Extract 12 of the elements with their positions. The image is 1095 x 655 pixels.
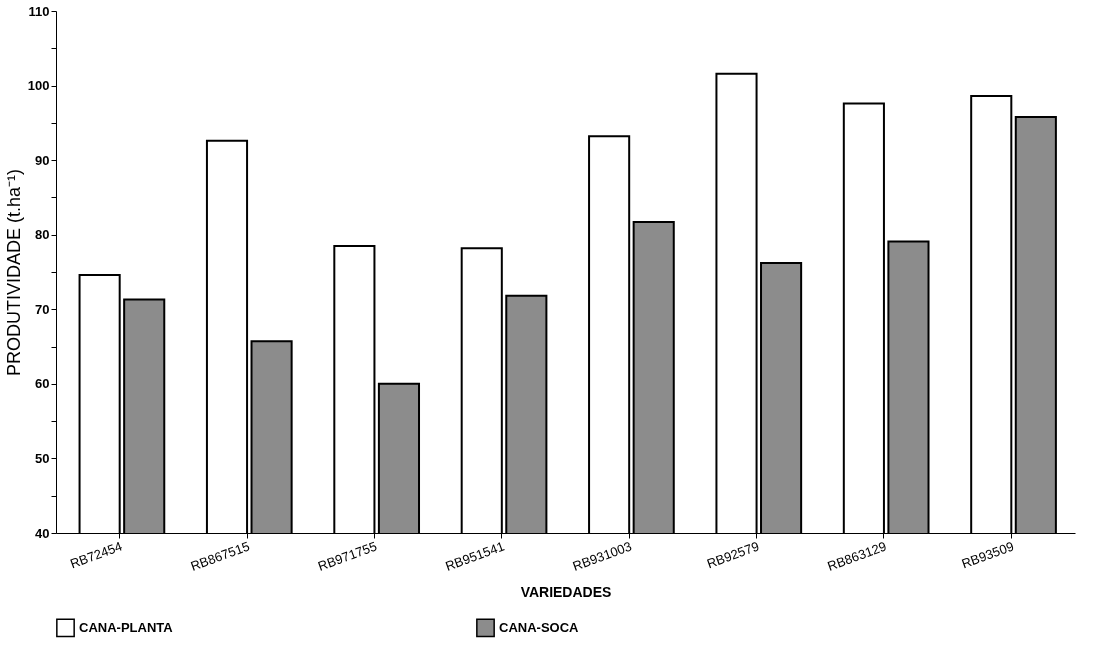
y-tick-label: 40 [35, 525, 50, 541]
y-tick-label: 80 [35, 227, 50, 243]
legend-label: CANA-PLANTA [79, 619, 174, 635]
y-axis-title: PRODUTIVIDADE (t.ha⁻¹) [3, 168, 24, 377]
y-tick-label: 110 [28, 3, 50, 19]
y-tick-label: 90 [35, 152, 50, 168]
y-tick-label: 70 [35, 301, 50, 317]
x-axis-title: VARIEDADES [520, 583, 612, 600]
y-tick-label: 50 [35, 450, 50, 466]
legend-label: CANA-SOCA [499, 619, 580, 635]
y-tick-label: 100 [27, 78, 50, 94]
y-tick-label: 60 [35, 376, 50, 392]
